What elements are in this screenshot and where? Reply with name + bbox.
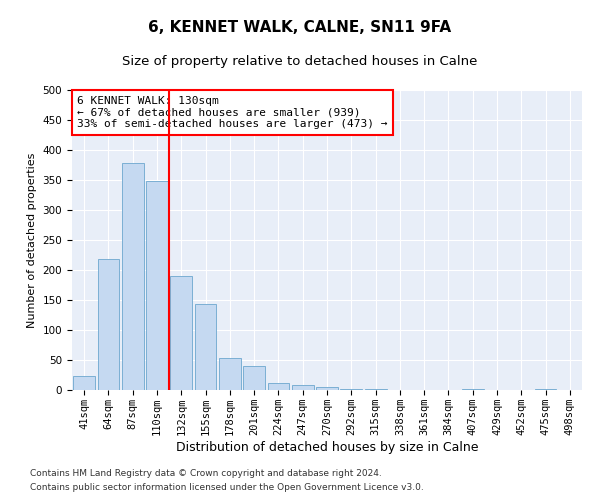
Bar: [243, 366, 265, 390]
Bar: [292, 385, 314, 390]
Text: 6 KENNET WALK: 130sqm
← 67% of detached houses are smaller (939)
33% of semi-det: 6 KENNET WALK: 130sqm ← 67% of detached …: [77, 96, 388, 129]
Bar: [535, 389, 556, 390]
Text: Size of property relative to detached houses in Calne: Size of property relative to detached ho…: [122, 55, 478, 68]
Bar: [170, 276, 192, 390]
Bar: [146, 181, 168, 390]
Bar: [268, 384, 289, 390]
Bar: [97, 259, 119, 390]
Text: 6, KENNET WALK, CALNE, SN11 9FA: 6, KENNET WALK, CALNE, SN11 9FA: [148, 20, 452, 35]
Text: Contains HM Land Registry data © Crown copyright and database right 2024.: Contains HM Land Registry data © Crown c…: [30, 468, 382, 477]
Bar: [340, 389, 362, 390]
Bar: [73, 376, 95, 390]
Bar: [316, 387, 338, 390]
Bar: [462, 389, 484, 390]
X-axis label: Distribution of detached houses by size in Calne: Distribution of detached houses by size …: [176, 440, 478, 454]
Bar: [194, 304, 217, 390]
Text: Contains public sector information licensed under the Open Government Licence v3: Contains public sector information licen…: [30, 484, 424, 492]
Bar: [122, 163, 143, 390]
Y-axis label: Number of detached properties: Number of detached properties: [27, 152, 37, 328]
Bar: [219, 358, 241, 390]
